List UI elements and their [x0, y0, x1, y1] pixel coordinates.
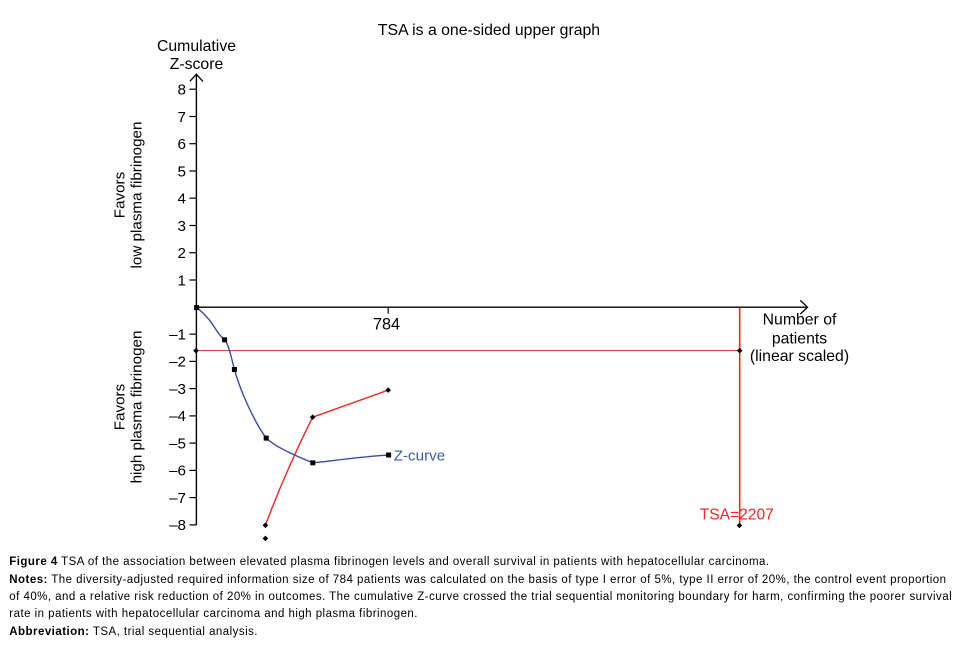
svg-text:–6: –6 [169, 463, 186, 480]
svg-text:–8: –8 [169, 517, 186, 534]
svg-text:1: 1 [178, 272, 186, 289]
svg-text:2: 2 [178, 245, 186, 262]
svg-text:–5: –5 [169, 435, 186, 452]
svg-text:6: 6 [178, 136, 186, 153]
svg-text:TSA is a one-sided upper graph: TSA is a one-sided upper graph [378, 22, 600, 39]
svg-text:5: 5 [178, 163, 186, 180]
svg-text:7: 7 [178, 109, 186, 126]
svg-text:TSA=2207: TSA=2207 [700, 507, 774, 524]
svg-text:–7: –7 [169, 490, 186, 507]
svg-text:8: 8 [178, 82, 186, 99]
svg-text:–4: –4 [169, 408, 186, 425]
svg-text:784: 784 [373, 315, 400, 333]
svg-text:–2: –2 [169, 354, 186, 371]
svg-text:Favors: Favors [112, 383, 129, 430]
svg-text:4: 4 [178, 191, 186, 208]
svg-text:Z-score: Z-score [170, 56, 224, 73]
svg-text:–1: –1 [169, 327, 186, 344]
svg-text:Cumulative: Cumulative [157, 38, 236, 55]
svg-text:Z-curve: Z-curve [394, 448, 445, 465]
svg-text:–3: –3 [169, 381, 186, 398]
svg-text:patients: patients [772, 330, 827, 347]
svg-text:Favors: Favors [112, 171, 129, 218]
svg-text:Number of: Number of [763, 311, 837, 328]
svg-text:(linear scaled): (linear scaled) [750, 348, 849, 365]
svg-text:high plasma fibrinogen: high plasma fibrinogen [129, 331, 146, 484]
svg-text:low plasma fibrinogen: low plasma fibrinogen [129, 122, 146, 269]
svg-text:3: 3 [178, 218, 186, 235]
